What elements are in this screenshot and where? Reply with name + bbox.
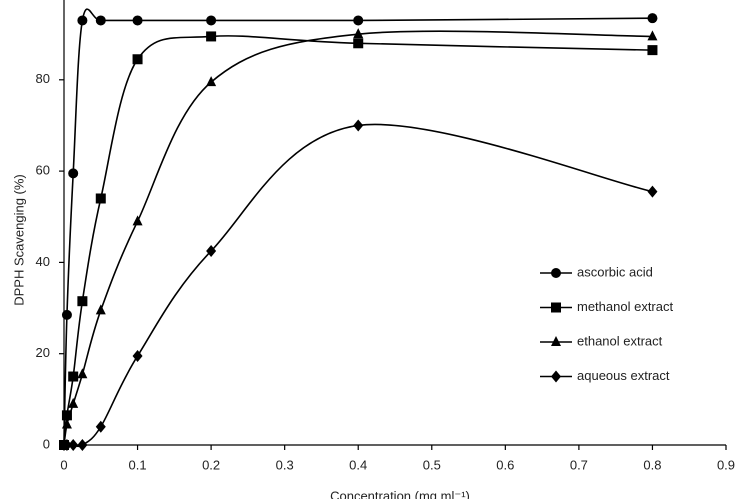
series-line <box>64 123 653 448</box>
series-line <box>63 30 653 446</box>
data-point <box>61 418 72 429</box>
data-point <box>77 15 88 26</box>
data-point <box>77 296 88 307</box>
data-point <box>132 54 143 65</box>
data-point <box>647 185 658 198</box>
legend-marker <box>551 336 561 346</box>
x-axis-label: Concentration (mg ml⁻¹) <box>330 488 470 499</box>
legend-label: methanol extract <box>577 299 673 314</box>
series-line <box>63 35 653 446</box>
y-tick-label: 80 <box>36 71 50 86</box>
data-point <box>353 28 364 39</box>
legend-label: ethanol extract <box>577 333 663 348</box>
data-point <box>206 76 217 87</box>
x-tick-label: 0.6 <box>496 457 514 472</box>
data-point <box>132 15 143 26</box>
data-point <box>95 15 106 26</box>
data-point <box>77 439 88 451</box>
y-tick-label: 20 <box>36 345 50 360</box>
x-tick-label: 0.1 <box>129 457 147 472</box>
x-tick-label: 0.3 <box>276 457 294 472</box>
data-point <box>68 439 79 451</box>
data-point <box>132 349 143 362</box>
legend-marker <box>551 268 561 278</box>
data-point <box>95 304 106 315</box>
data-point <box>95 193 106 204</box>
series-line <box>63 8 653 446</box>
data-point <box>68 168 79 179</box>
x-tick-label: 0.2 <box>202 457 220 472</box>
x-tick-label: 0.7 <box>570 457 588 472</box>
x-tick-label: 0.4 <box>349 457 367 472</box>
legend-label: aqueous extract <box>577 368 670 383</box>
y-tick-label: 60 <box>36 163 50 178</box>
data-point <box>353 119 364 132</box>
data-point <box>68 397 79 408</box>
legend-label: ascorbic acid <box>577 264 653 279</box>
data-point <box>68 371 79 382</box>
y-axis-label: DPPH Scavenging (%) <box>11 174 26 306</box>
data-point <box>206 15 217 26</box>
y-tick-label: 40 <box>36 254 50 269</box>
data-point <box>647 13 658 24</box>
data-point <box>206 31 217 42</box>
legend-marker <box>551 302 561 313</box>
data-point <box>61 309 72 320</box>
data-point <box>647 30 658 41</box>
y-tick-label: 0 <box>43 436 50 451</box>
x-tick-label: 0.8 <box>643 457 661 472</box>
data-point <box>353 38 364 49</box>
data-point <box>77 368 88 379</box>
x-tick-label: 0 <box>60 457 67 472</box>
x-tick-label: 0.9 <box>717 457 735 472</box>
data-point <box>206 244 217 257</box>
x-tick-label: 0.5 <box>423 457 441 472</box>
data-point <box>132 215 143 226</box>
data-point <box>95 420 106 433</box>
data-point <box>61 439 72 451</box>
legend-marker <box>551 370 561 383</box>
data-point <box>353 15 364 26</box>
data-point <box>61 410 72 421</box>
data-point <box>647 45 658 56</box>
